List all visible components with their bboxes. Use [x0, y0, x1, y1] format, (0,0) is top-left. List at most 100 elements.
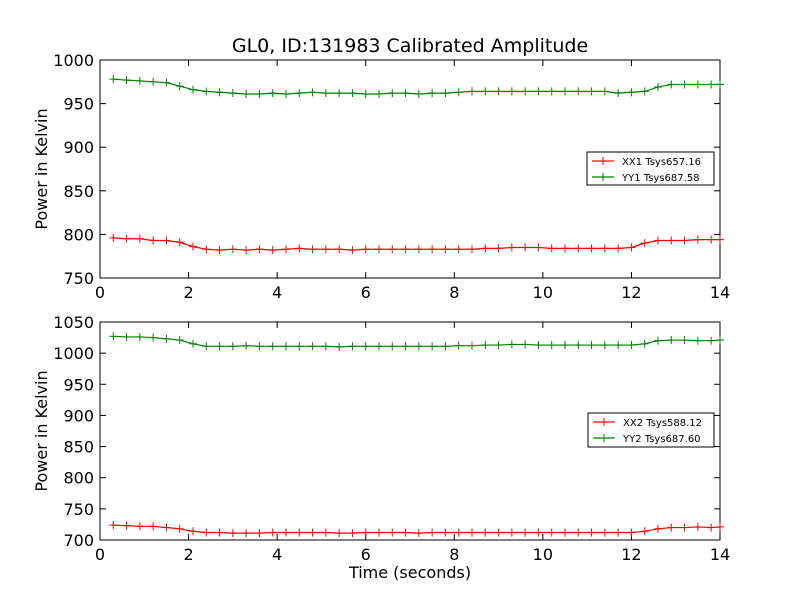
- data-point: [361, 528, 370, 537]
- data-point: [680, 523, 689, 532]
- x-tick-label: 14: [710, 283, 730, 302]
- x-tick-label: 8: [449, 283, 459, 302]
- data-point: [175, 524, 184, 533]
- chart-1: 0 2 4 6 8 10 12 14 750 800 850 900 950 1000 GL0, ID:13…: [32, 35, 730, 302]
- y-axis-label: Power in Kelvin: [32, 370, 51, 491]
- data-point: [189, 242, 197, 251]
- data-point: [468, 87, 476, 96]
- data-point: [149, 236, 158, 245]
- data-point: [348, 246, 357, 255]
- series-1: [109, 233, 724, 255]
- axes-frame: [99, 59, 721, 279]
- data-point: [640, 339, 649, 348]
- plots-container: 0 2 4 6 8 10 12 14 750 800 850 900 950 1000 GL0, ID:13…: [32, 35, 730, 582]
- data-point: [716, 522, 724, 531]
- data-point: [202, 528, 211, 537]
- y-tick-label: 1000: [53, 51, 94, 70]
- data-point: [654, 524, 662, 533]
- data-point: [716, 80, 724, 89]
- data-point: [680, 236, 689, 245]
- data-point: [321, 89, 330, 98]
- data-point: [268, 528, 277, 537]
- data-point: [614, 528, 623, 537]
- legend-label: YY1 Tsys687.58: [621, 173, 700, 184]
- data-point: [388, 245, 397, 254]
- data-point: [454, 341, 463, 350]
- data-point: [654, 83, 662, 92]
- data-point: [109, 233, 118, 242]
- data-point: [348, 529, 357, 538]
- data-point: [414, 245, 423, 254]
- data-point: [361, 245, 370, 254]
- x-tick-label: 6: [361, 283, 371, 302]
- data-point: [335, 529, 344, 538]
- y-tick-label: 700: [63, 531, 94, 550]
- data-point: [135, 76, 144, 85]
- data-point: [162, 78, 171, 87]
- data-point: [587, 341, 596, 350]
- y-tick-label: 900: [63, 138, 94, 157]
- data-point: [654, 236, 662, 245]
- axes-frame: [99, 321, 721, 541]
- x-tick-label: 4: [272, 545, 282, 564]
- data-point: [401, 528, 410, 537]
- data-point: [321, 528, 330, 537]
- data-point: [534, 87, 543, 96]
- data-point: [600, 341, 609, 350]
- data-point: [707, 523, 716, 532]
- data-point: [388, 528, 397, 537]
- data-point: [600, 87, 609, 96]
- data-point: [308, 528, 317, 537]
- data-point: [454, 245, 463, 254]
- data-point: [228, 245, 237, 254]
- data-point: [375, 90, 383, 99]
- data-point: [693, 235, 702, 244]
- data-point: [122, 332, 131, 341]
- legend-label: XX2 Tsys588.12: [623, 418, 702, 429]
- data-point: [534, 528, 543, 537]
- data-point: [215, 246, 224, 255]
- data-point: [561, 528, 569, 537]
- data-point: [680, 80, 689, 89]
- data-point: [707, 336, 716, 345]
- data-point: [494, 244, 503, 253]
- data-point: [375, 245, 383, 254]
- data-point: [481, 87, 490, 96]
- data-point: [321, 245, 330, 254]
- y-tick-label: 950: [63, 95, 94, 114]
- y-tick-label: 800: [63, 469, 94, 488]
- data-point: [428, 528, 437, 537]
- data-point: [255, 90, 264, 99]
- data-point: [587, 87, 596, 96]
- data-point: [242, 529, 251, 538]
- x-tick-label: 14: [710, 545, 730, 564]
- data-point: [507, 528, 516, 537]
- y-tick-label: 750: [63, 500, 94, 519]
- data-point: [600, 244, 609, 253]
- data-point: [335, 89, 344, 98]
- data-point: [215, 342, 224, 351]
- data-point: [454, 88, 463, 97]
- y-tick-label: 950: [63, 375, 94, 394]
- data-point: [693, 80, 702, 89]
- data-point: [640, 87, 649, 96]
- x-tick-label: 8: [449, 545, 459, 564]
- data-point: [109, 75, 118, 84]
- x-tick-label: 2: [183, 283, 193, 302]
- data-point: [547, 87, 556, 96]
- y-tick-label: 850: [63, 182, 94, 201]
- data-point: [122, 76, 131, 85]
- data-point: [521, 87, 530, 96]
- x-tick-label: 6: [361, 545, 371, 564]
- data-point: [494, 341, 503, 350]
- data-point: [627, 341, 636, 350]
- data-point: [640, 239, 649, 248]
- y-tick-label: 750: [63, 269, 94, 288]
- data-point: [189, 527, 197, 536]
- data-point: [282, 342, 290, 351]
- data-point: [242, 246, 251, 255]
- data-point: [494, 87, 503, 96]
- data-point: [228, 342, 237, 351]
- y-tick-label: 800: [63, 225, 94, 244]
